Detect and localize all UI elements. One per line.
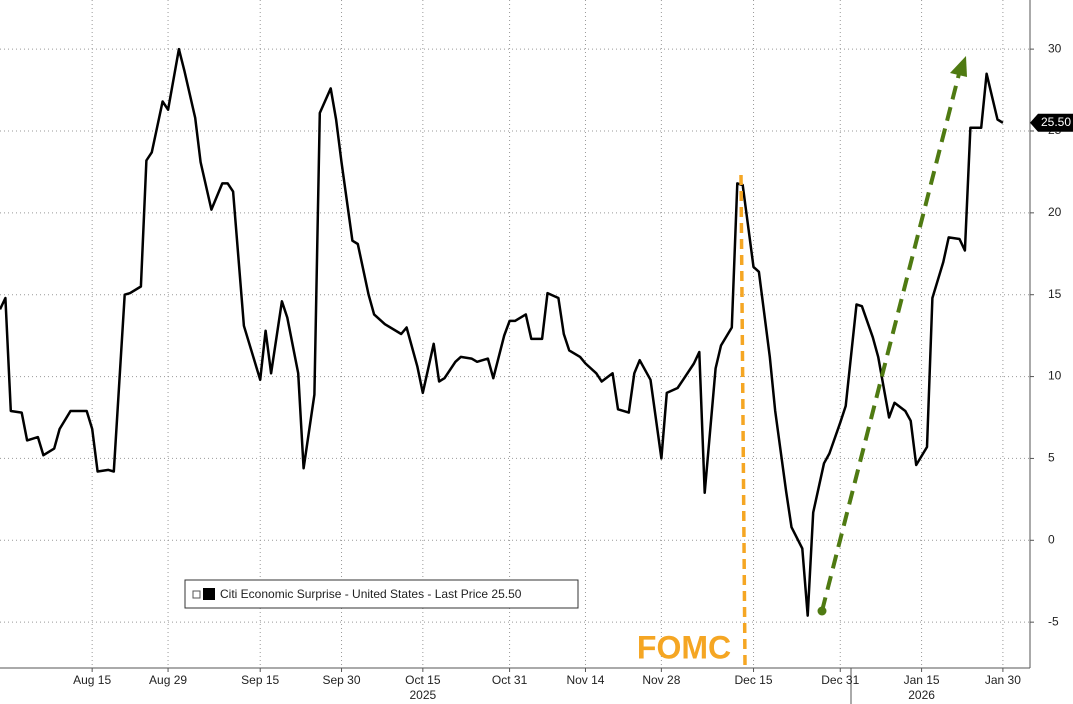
arrow-start: [817, 606, 827, 616]
y-tick-label: 15: [1048, 287, 1062, 301]
x-tick-label: Aug 15: [73, 673, 111, 687]
legend-label: Citi Economic Surprise - United States -…: [220, 587, 522, 601]
x-tick-label: Nov 28: [642, 673, 680, 687]
y-tick-label: 0: [1048, 532, 1055, 546]
year-label: 2026: [908, 688, 935, 702]
legend-toggle: [192, 590, 201, 599]
x-tick-label: Jan 15: [904, 673, 940, 687]
y-tick-label: -5: [1048, 614, 1059, 628]
legend: [184, 579, 579, 609]
y-tick-label: 5: [1048, 451, 1055, 465]
x-tick-label: Sep 30: [323, 673, 361, 687]
y-tick-label: 30: [1048, 41, 1062, 55]
fomc-line: [739, 174, 747, 666]
fomc-label: FOMC: [637, 629, 731, 665]
x-tick-label: Sep 15: [241, 673, 279, 687]
last-price-label: 25.50: [1041, 115, 1071, 129]
x-tick-label: Dec 15: [735, 673, 773, 687]
x-tick-label: Jan 30: [985, 673, 1021, 687]
trend-arrow: [820, 69, 962, 612]
last-price-tag: [1030, 113, 1073, 132]
plot-area: [0, 0, 1030, 668]
y-tick-label: 10: [1048, 369, 1062, 383]
x-tick-label: Oct 31: [492, 673, 528, 687]
x-tick-label: Nov 14: [566, 673, 604, 687]
y-tick-label: 20: [1048, 205, 1062, 219]
x-tick-label: Oct 15: [405, 673, 441, 687]
year-label: 2025: [409, 688, 436, 702]
arrow-head: [950, 56, 967, 77]
series-line: [0, 47, 1004, 617]
x-tick-label: Aug 29: [149, 673, 187, 687]
legend-swatch: [203, 588, 215, 600]
x-tick-label: Dec 31: [821, 673, 859, 687]
